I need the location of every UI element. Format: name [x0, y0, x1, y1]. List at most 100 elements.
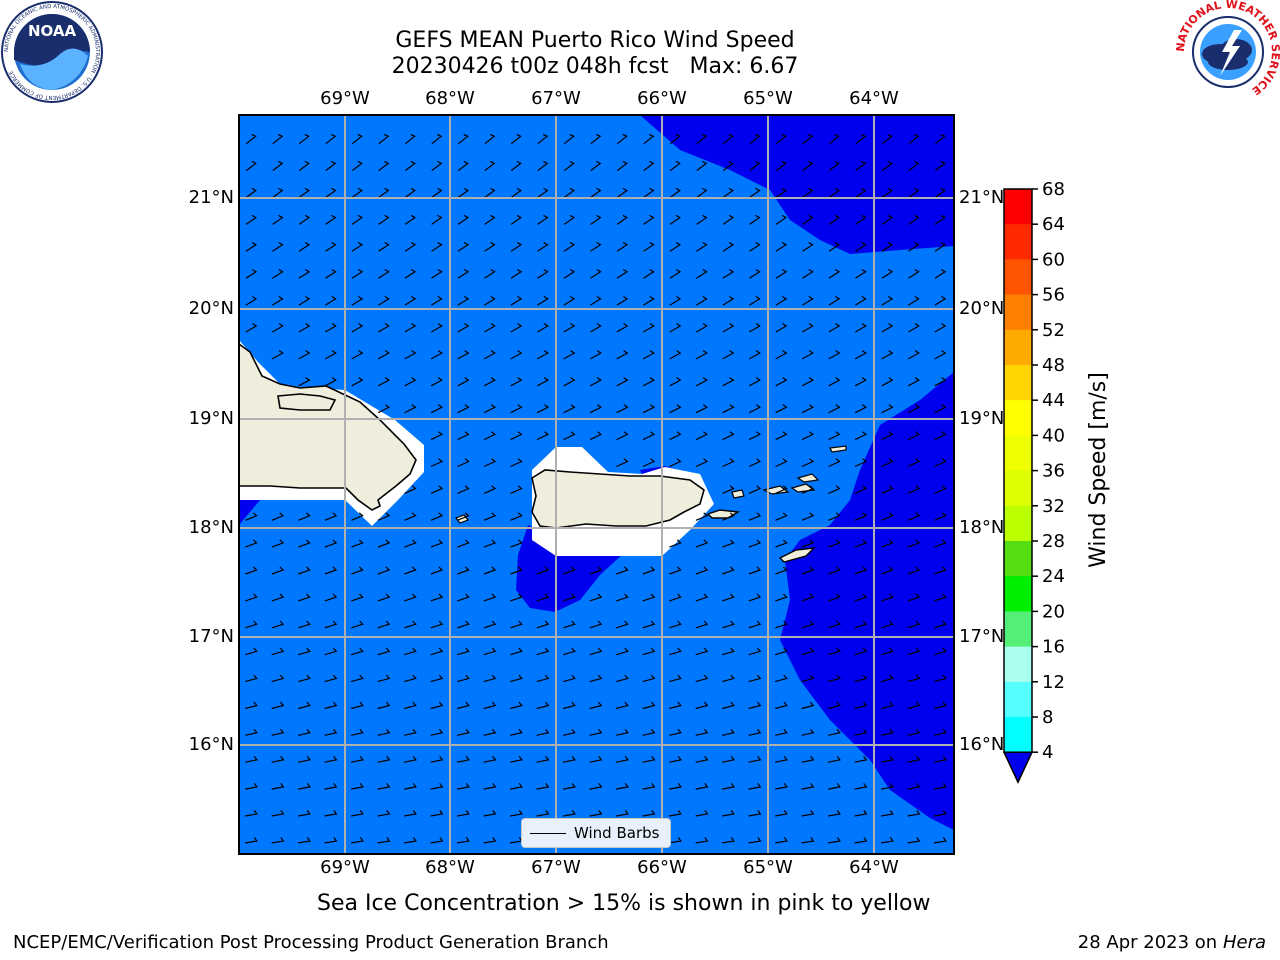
wind-barb	[854, 674, 868, 683]
wind-barb	[457, 566, 470, 575]
wind-barb	[907, 566, 921, 575]
wind-barb	[404, 133, 416, 145]
wind-barb	[590, 323, 602, 333]
wind-barb	[510, 323, 523, 333]
wind-barb	[934, 323, 947, 333]
wind-barb	[457, 323, 470, 333]
wind-barb	[430, 431, 444, 441]
wind-barb	[430, 485, 444, 494]
wind-barb	[934, 620, 947, 629]
colorbar-tick-label: 12	[1042, 672, 1065, 693]
wind-barb	[749, 295, 761, 306]
wind-barb	[669, 837, 682, 844]
wind-barb	[669, 458, 682, 468]
wind-barb	[669, 674, 682, 683]
wind-barb	[536, 404, 550, 414]
wind-barb	[775, 160, 787, 172]
wind-barb	[457, 295, 470, 306]
wind-barb	[696, 295, 708, 306]
wind-barb	[430, 810, 444, 817]
wind-barb	[828, 620, 841, 629]
wind-barb	[351, 701, 364, 710]
wind-barb	[510, 458, 523, 468]
wind-barb	[298, 837, 311, 844]
wind-barb	[775, 295, 788, 306]
wind-barb	[854, 566, 868, 575]
wind-barb	[775, 241, 788, 252]
wind-barbs	[244, 133, 947, 844]
wind-barb	[430, 782, 444, 790]
wind-barb	[907, 755, 921, 763]
wind-barb	[457, 187, 470, 198]
wind-barb	[615, 755, 629, 763]
colorbar-tick-label: 16	[1042, 637, 1065, 658]
wind-barb	[378, 160, 390, 172]
wind-barb	[590, 268, 602, 279]
wind-barb	[537, 241, 549, 252]
wind-barb	[642, 755, 656, 763]
lon-label-bottom: 68°W	[425, 857, 475, 878]
wind-barb	[801, 701, 815, 710]
wind-barb	[430, 566, 444, 575]
wind-barb	[695, 404, 709, 414]
colorbar-tick-label: 64	[1042, 214, 1065, 235]
wind-barb	[934, 485, 947, 494]
wind-barb	[775, 512, 788, 521]
wind-barb	[563, 647, 576, 656]
wind-barb	[271, 512, 285, 521]
wind-barb	[934, 674, 947, 683]
wind-barb	[854, 647, 868, 656]
wind-barb	[378, 214, 390, 225]
wind-barb	[377, 566, 391, 575]
wind-barb	[828, 187, 841, 198]
wind-barb	[881, 485, 894, 494]
wind-barb	[351, 268, 364, 279]
wind-barb	[907, 782, 921, 790]
wind-barb	[748, 810, 762, 817]
wind-barb	[855, 214, 867, 225]
wind-barb	[854, 458, 868, 468]
wind-barb	[510, 593, 523, 602]
wind-barb	[563, 323, 576, 333]
wind-barb	[669, 214, 682, 225]
wind-barb	[483, 485, 497, 494]
wind-barb	[907, 810, 921, 817]
wind-barb	[801, 620, 815, 629]
wind-barb	[404, 377, 417, 387]
lat-label-right: 18°N	[959, 517, 1005, 538]
lon-label-top: 65°W	[743, 88, 793, 109]
wind-barb	[245, 323, 258, 333]
map-legend: Wind Barbs	[521, 818, 671, 848]
wind-barb	[933, 782, 947, 790]
wind-barb	[854, 593, 868, 602]
wind-barb	[271, 728, 285, 736]
wind-barb	[324, 701, 338, 710]
wind-barb	[483, 566, 497, 575]
lon-label-bottom: 66°W	[637, 857, 687, 878]
wind-barb	[934, 214, 947, 225]
wind-barb	[377, 647, 391, 656]
wind-barb	[749, 187, 761, 198]
wind-barb	[907, 458, 921, 468]
wind-barb	[669, 539, 682, 548]
wind-barb	[430, 674, 444, 683]
wind-barb	[245, 539, 258, 548]
wind-barb	[271, 620, 285, 629]
wind-barb	[669, 350, 682, 360]
map-frame	[238, 114, 955, 855]
wind-barb	[616, 377, 629, 387]
wind-barb	[669, 728, 682, 736]
noaa-logo: NOAA NATIONAL OCEANIC AND ATMOSPHERIC AD…	[1, 1, 103, 103]
wind-barb	[537, 268, 549, 279]
wind-barb	[934, 539, 947, 548]
wind-barb	[324, 512, 338, 521]
lon-label-top: 66°W	[637, 88, 687, 109]
wind-barb	[298, 701, 311, 710]
wind-barb	[272, 295, 284, 306]
wind-barb	[881, 458, 894, 468]
wind-barb	[272, 241, 284, 252]
wind-barb	[351, 647, 364, 656]
wind-barb	[616, 214, 629, 225]
wind-barb	[775, 837, 788, 844]
colorbar-segment	[1004, 681, 1032, 718]
